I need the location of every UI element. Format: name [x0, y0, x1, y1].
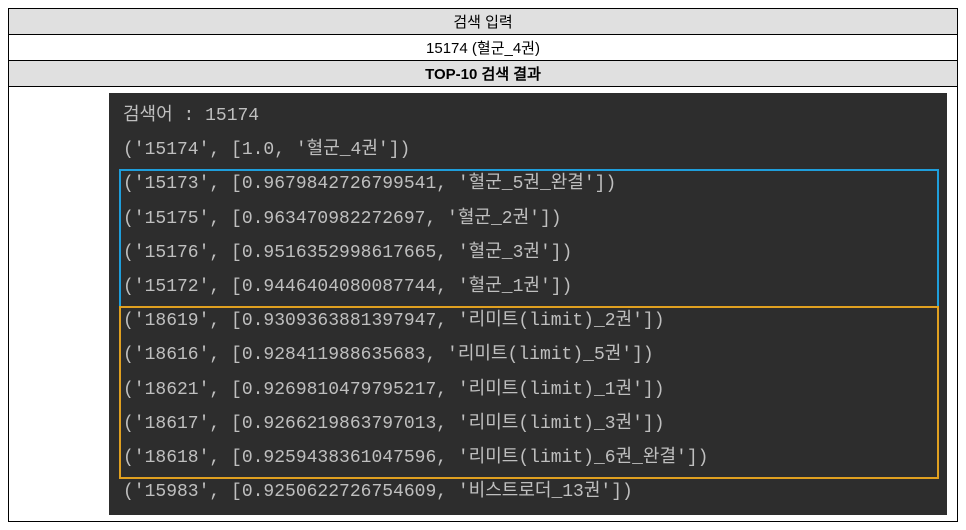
result-row: ('15172', [0.9446404080087744, '혈군_1권']) [123, 270, 937, 304]
top10-header: TOP-10 검색 결과 [9, 61, 957, 87]
result-row: ('18618', [0.9259438361047596, '리미트(limi… [123, 441, 937, 475]
search-query-value: 15174 (혈군_4권) [9, 35, 957, 61]
result-row: ('15983', [0.9250622726754609, '비스트로더_13… [123, 475, 937, 509]
result-row: ('15176', [0.9516352998617665, '혈군_3권']) [123, 236, 937, 270]
search-input-header: 검색 입력 [9, 9, 957, 35]
search-line: 검색어 : 15174 [123, 99, 937, 133]
result-table: 검색 입력 15174 (혈군_4권) TOP-10 검색 결과 검색어 : 1… [8, 8, 958, 522]
terminal-wrapper: 검색어 : 15174('15174', [1.0, '혈군_4권'])('15… [9, 87, 957, 521]
result-row: ('18619', [0.9309363881397947, '리미트(limi… [123, 304, 937, 338]
result-row: ('18621', [0.9269810479795217, '리미트(limi… [123, 373, 937, 407]
result-row: ('15175', [0.963470982272697, '혈군_2권']) [123, 202, 937, 236]
result-row: ('18617', [0.9266219863797013, '리미트(limi… [123, 407, 937, 441]
result-row: ('15173', [0.9679842726799541, '혈군_5권_완결… [123, 167, 937, 201]
terminal-output: 검색어 : 15174('15174', [1.0, '혈군_4권'])('15… [109, 93, 947, 515]
result-row: ('18616', [0.928411988635683, '리미트(limit… [123, 338, 937, 372]
result-row: ('15174', [1.0, '혈군_4권']) [123, 133, 937, 167]
